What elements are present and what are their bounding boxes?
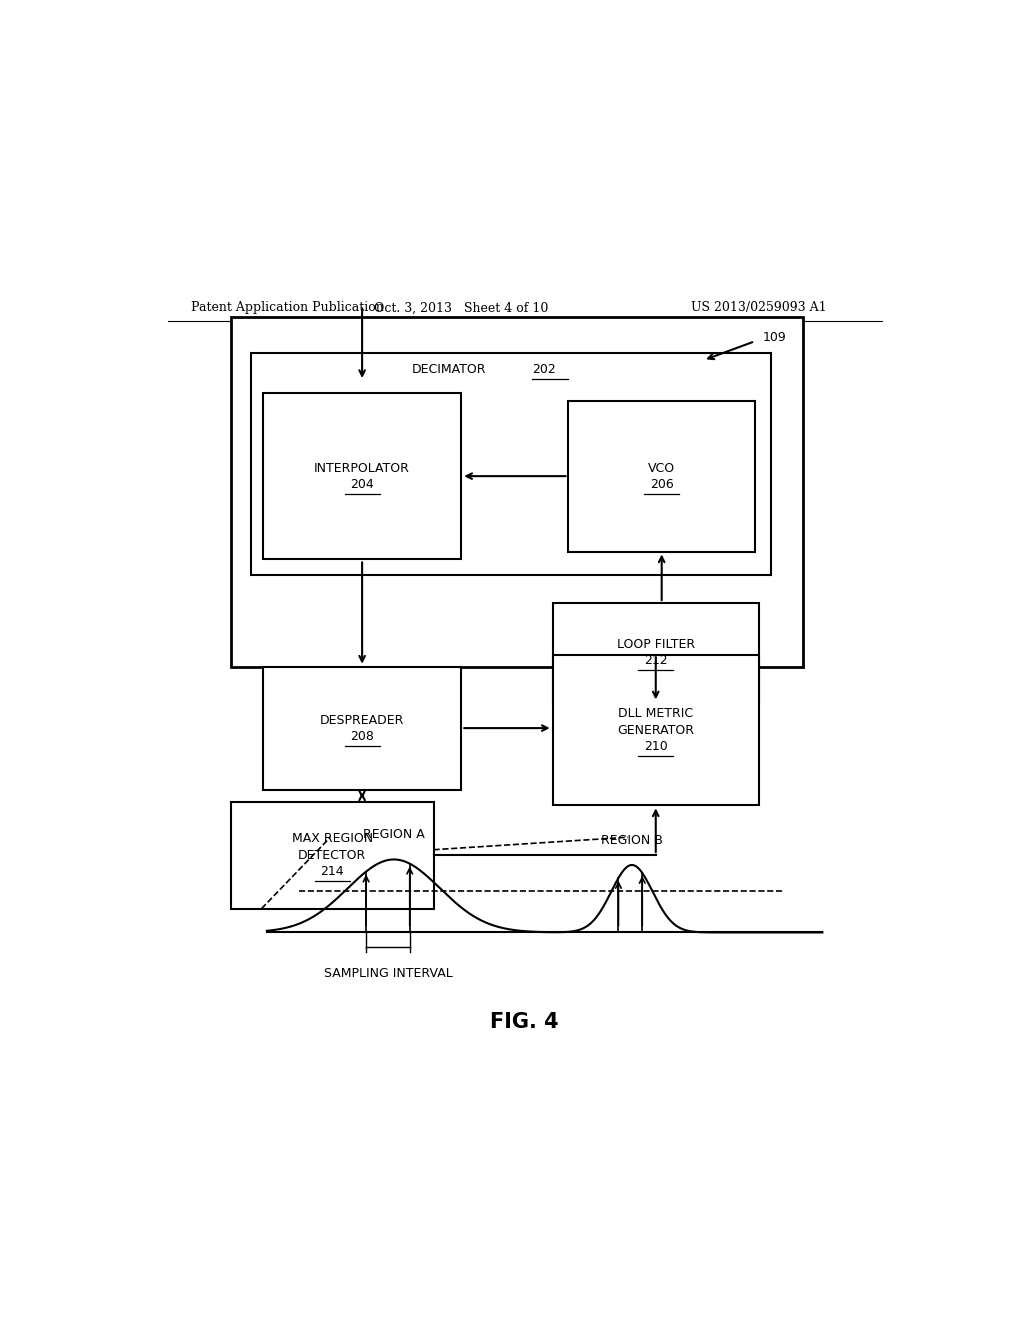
Text: 212: 212 <box>644 655 668 667</box>
Text: DECIMATOR: DECIMATOR <box>412 363 485 376</box>
Text: DETECTOR: DETECTOR <box>298 849 367 862</box>
FancyBboxPatch shape <box>553 603 759 702</box>
Text: REGION A: REGION A <box>362 828 425 841</box>
FancyBboxPatch shape <box>251 354 771 576</box>
Text: 204: 204 <box>350 478 374 491</box>
Text: LOOP FILTER: LOOP FILTER <box>616 639 695 651</box>
FancyBboxPatch shape <box>231 801 433 908</box>
Text: FIG. 4: FIG. 4 <box>490 1012 559 1032</box>
Text: 210: 210 <box>644 741 668 754</box>
FancyBboxPatch shape <box>263 393 462 560</box>
Text: MAX REGION: MAX REGION <box>292 832 373 845</box>
FancyBboxPatch shape <box>568 401 755 552</box>
Text: GENERATOR: GENERATOR <box>617 725 694 738</box>
Text: VCO: VCO <box>648 462 675 475</box>
Text: 208: 208 <box>350 730 374 743</box>
Text: 109: 109 <box>763 331 786 343</box>
Text: US 2013/0259093 A1: US 2013/0259093 A1 <box>691 301 826 314</box>
FancyBboxPatch shape <box>263 667 462 789</box>
Text: SAMPLING INTERVAL: SAMPLING INTERVAL <box>324 966 453 979</box>
Text: DLL METRIC: DLL METRIC <box>618 708 693 719</box>
Text: DESPREADER: DESPREADER <box>319 714 404 727</box>
FancyBboxPatch shape <box>553 655 759 805</box>
Text: REGION B: REGION B <box>601 834 663 846</box>
Text: 214: 214 <box>321 865 344 878</box>
Text: 206: 206 <box>650 478 674 491</box>
Text: Patent Application Publication: Patent Application Publication <box>191 301 384 314</box>
Text: 202: 202 <box>531 363 556 376</box>
FancyBboxPatch shape <box>231 317 803 667</box>
Text: Oct. 3, 2013   Sheet 4 of 10: Oct. 3, 2013 Sheet 4 of 10 <box>374 301 549 314</box>
Text: INTERPOLATOR: INTERPOLATOR <box>314 462 410 475</box>
